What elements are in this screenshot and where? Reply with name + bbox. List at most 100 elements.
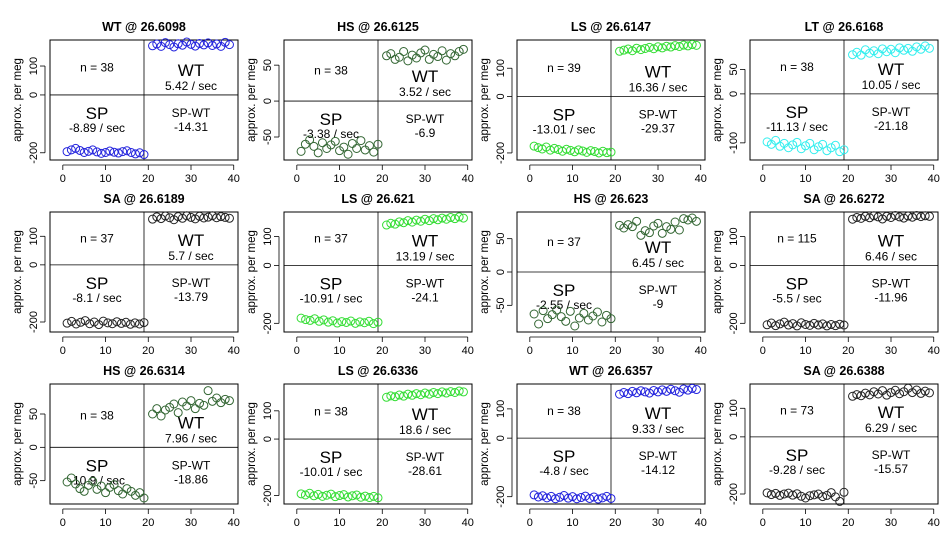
sp-point bbox=[314, 316, 324, 326]
x-tick-label: 10 bbox=[566, 345, 578, 357]
sp-point bbox=[818, 139, 828, 149]
wt-label: WT bbox=[412, 67, 438, 86]
sp-rate: -8.1 / sec bbox=[72, 291, 121, 305]
sp-point bbox=[309, 491, 319, 501]
sp-point bbox=[771, 135, 781, 145]
x-tick-label: 30 bbox=[652, 345, 664, 357]
wt-point bbox=[882, 47, 892, 57]
sp-point bbox=[534, 319, 544, 329]
wt-point bbox=[912, 42, 922, 52]
wt-point bbox=[224, 213, 234, 223]
sp-point bbox=[373, 493, 383, 503]
wt-point bbox=[852, 212, 862, 222]
wt-rate: 9.33 / sec bbox=[632, 422, 684, 436]
wt-point bbox=[411, 389, 421, 399]
wt-point bbox=[691, 216, 701, 226]
sp-point bbox=[76, 317, 86, 327]
sp-point bbox=[300, 139, 310, 149]
chart-panel: LS @ 26.6147 0 10 20 30 40 -200 0 100 approx. per… bbox=[479, 20, 707, 185]
wt-label: WT bbox=[645, 404, 671, 423]
sp-point bbox=[355, 317, 365, 327]
y-tick-label: 50 bbox=[28, 408, 40, 420]
wt-point bbox=[182, 211, 192, 221]
wt-point bbox=[203, 212, 213, 222]
sp-rate: -2.55 / sec bbox=[536, 298, 592, 312]
chart-panel: SA @ 26.6388 0 10 20 30 40 -200 0 100 approx. per… bbox=[712, 364, 940, 529]
x-tick-label: 0 bbox=[527, 345, 533, 357]
wt-point bbox=[169, 399, 179, 409]
wt-point bbox=[644, 228, 654, 238]
sp-point bbox=[130, 318, 140, 328]
sp-point bbox=[139, 150, 149, 160]
sp-point bbox=[762, 137, 772, 147]
sp-point bbox=[139, 318, 149, 328]
chart-title: HS @ 26.623 bbox=[574, 192, 649, 206]
x-tick-label: 10 bbox=[333, 517, 345, 529]
x-tick-label: 40 bbox=[695, 173, 707, 185]
sp-point bbox=[364, 493, 374, 503]
wt-point bbox=[623, 389, 633, 399]
wt-rate: 6.46 / sec bbox=[865, 249, 917, 263]
sp-point bbox=[116, 318, 126, 328]
wt-point bbox=[653, 387, 663, 397]
sp-point bbox=[556, 312, 566, 322]
wt-point bbox=[446, 387, 456, 397]
sp-point bbox=[568, 492, 578, 502]
n-label: n = 39 bbox=[547, 61, 581, 75]
wt-point bbox=[623, 220, 633, 230]
sp-point bbox=[574, 145, 584, 155]
sp-point bbox=[356, 136, 366, 146]
sp-point bbox=[300, 490, 310, 500]
x-tick-label: 0 bbox=[294, 517, 300, 529]
sp-point bbox=[826, 319, 836, 329]
wt-point bbox=[848, 391, 858, 401]
chart-title: LS @ 26.6147 bbox=[571, 20, 651, 34]
chart-title: SA @ 26.6388 bbox=[803, 364, 884, 378]
x-tick-label: 10 bbox=[799, 345, 811, 357]
y-tick-label: 0 bbox=[495, 435, 507, 441]
wt-rate: 5.7 / sec bbox=[168, 249, 213, 263]
wt-point bbox=[623, 44, 633, 54]
y-tick-label: 0 bbox=[28, 262, 40, 268]
y-tick-label: 0 bbox=[262, 262, 274, 268]
wt-point bbox=[683, 215, 693, 225]
x-tick-label: 10 bbox=[566, 517, 578, 529]
sp-rate: -9.28 / sec bbox=[769, 463, 825, 477]
wt-point bbox=[636, 230, 646, 240]
wt-point bbox=[416, 216, 426, 226]
x-tick-label: 30 bbox=[185, 517, 197, 529]
wt-point bbox=[450, 214, 460, 224]
wt-point bbox=[399, 218, 409, 228]
sp-point bbox=[309, 141, 319, 151]
diff-value: -6.9 bbox=[415, 126, 436, 140]
sp-point bbox=[113, 148, 123, 158]
sp-point bbox=[296, 313, 306, 323]
sp-point bbox=[813, 142, 823, 152]
y-tick-label: 50 bbox=[495, 233, 507, 245]
y-tick-label: -200 bbox=[495, 486, 507, 508]
wt-point bbox=[632, 388, 642, 398]
wt-point bbox=[873, 212, 883, 222]
x-tick-label: 0 bbox=[760, 173, 766, 185]
wt-label: WT bbox=[412, 231, 438, 250]
wt-point bbox=[674, 41, 684, 51]
wt-point bbox=[433, 215, 443, 225]
sp-point bbox=[835, 147, 845, 157]
sp-point bbox=[88, 476, 98, 486]
wt-point bbox=[615, 389, 625, 399]
wt-point bbox=[632, 43, 642, 53]
y-axis-label: approx. per meg bbox=[479, 58, 491, 142]
y-tick-label: 50 bbox=[262, 59, 274, 71]
wt-point bbox=[615, 46, 625, 56]
n-label: n = 37 bbox=[314, 232, 348, 246]
sp-point bbox=[830, 140, 840, 150]
wt-point bbox=[165, 40, 175, 50]
sp-rate: -5.5 / sec bbox=[772, 291, 821, 305]
sp-point bbox=[788, 490, 798, 500]
sp-point bbox=[542, 493, 552, 503]
sp-point bbox=[330, 492, 340, 502]
wt-point bbox=[454, 46, 464, 56]
chart-title: LS @ 26.6336 bbox=[338, 364, 418, 378]
sp-point bbox=[101, 147, 111, 157]
sp-point bbox=[592, 307, 602, 317]
